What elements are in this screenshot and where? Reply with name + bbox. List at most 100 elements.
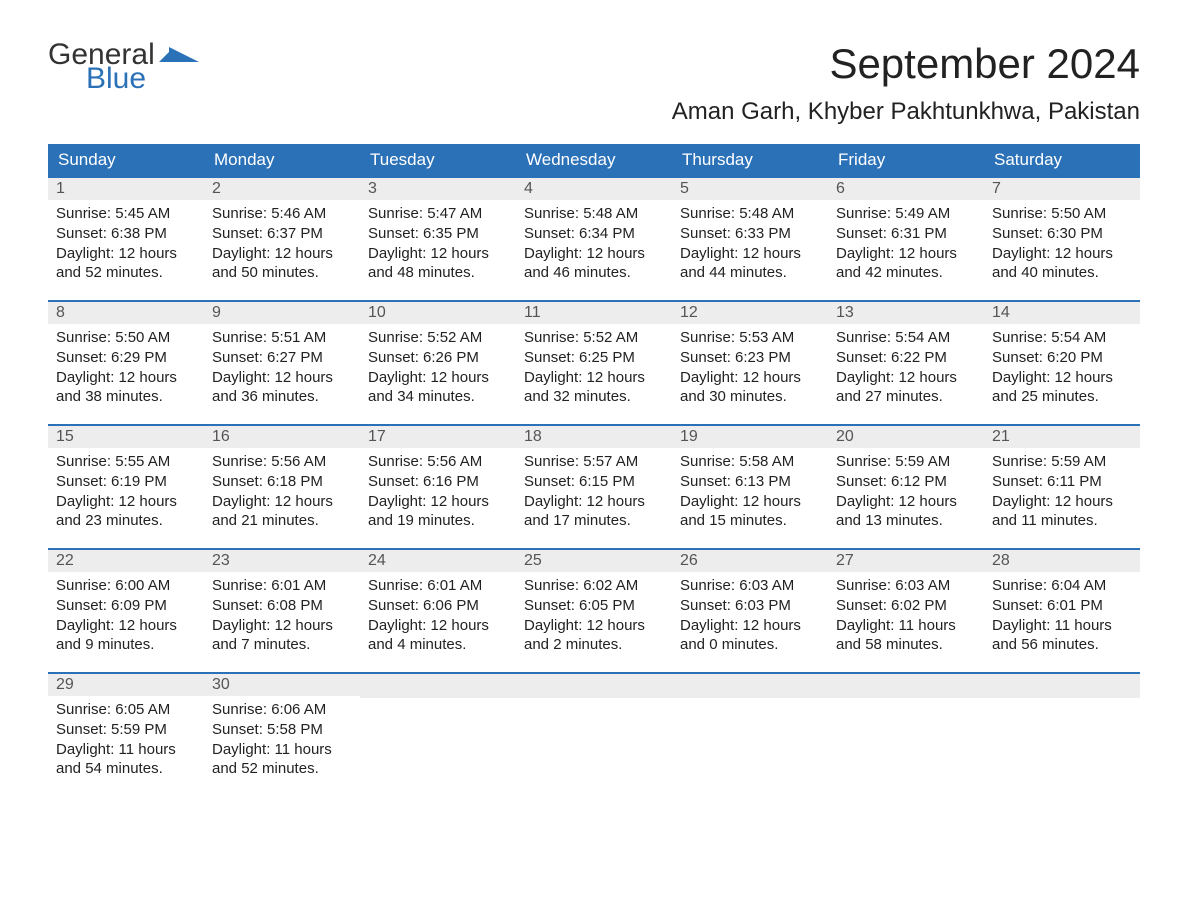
calendar-day-cell: 24Sunrise: 6:01 AMSunset: 6:06 PMDayligh… (360, 548, 516, 672)
sunset-line: Sunset: 6:08 PM (212, 596, 352, 616)
daylight-line: Daylight: 12 hours and 46 minutes. (524, 244, 664, 284)
calendar-day-cell: 7Sunrise: 5:50 AMSunset: 6:30 PMDaylight… (984, 176, 1140, 300)
calendar-day-cell: 29Sunrise: 6:05 AMSunset: 5:59 PMDayligh… (48, 672, 204, 796)
day-number: 18 (516, 424, 672, 448)
day-number: 21 (984, 424, 1140, 448)
day-number: 6 (828, 176, 984, 200)
day-number: 7 (984, 176, 1140, 200)
sunrise-line: Sunrise: 5:49 AM (836, 204, 976, 224)
location-subtitle: Aman Garh, Khyber Pakhtunkhwa, Pakistan (672, 98, 1140, 126)
sunset-line: Sunset: 5:58 PM (212, 720, 352, 740)
day-number: 24 (360, 548, 516, 572)
weekday-header: Tuesday (360, 144, 516, 176)
sunset-line: Sunset: 6:37 PM (212, 224, 352, 244)
day-details: Sunrise: 5:59 AMSunset: 6:12 PMDaylight:… (828, 448, 984, 539)
sunrise-line: Sunrise: 5:54 AM (992, 328, 1132, 348)
sunset-line: Sunset: 6:05 PM (524, 596, 664, 616)
daylight-line: Daylight: 12 hours and 42 minutes. (836, 244, 976, 284)
sunset-line: Sunset: 6:16 PM (368, 472, 508, 492)
daylight-line: Daylight: 12 hours and 2 minutes. (524, 616, 664, 656)
sunrise-line: Sunrise: 5:48 AM (680, 204, 820, 224)
daylight-line: Daylight: 12 hours and 32 minutes. (524, 368, 664, 408)
logo-text-blue: Blue (86, 64, 199, 94)
daylight-line: Daylight: 12 hours and 25 minutes. (992, 368, 1132, 408)
calendar-day-cell: 26Sunrise: 6:03 AMSunset: 6:03 PMDayligh… (672, 548, 828, 672)
day-details: Sunrise: 5:50 AMSunset: 6:29 PMDaylight:… (48, 324, 204, 415)
sunset-line: Sunset: 6:09 PM (56, 596, 196, 616)
day-number: 25 (516, 548, 672, 572)
daylight-line: Daylight: 12 hours and 40 minutes. (992, 244, 1132, 284)
day-details: Sunrise: 5:49 AMSunset: 6:31 PMDaylight:… (828, 200, 984, 291)
sunset-line: Sunset: 5:59 PM (56, 720, 196, 740)
day-number: 17 (360, 424, 516, 448)
calendar-table: SundayMondayTuesdayWednesdayThursdayFrid… (48, 144, 1140, 796)
day-number: 15 (48, 424, 204, 448)
sunrise-line: Sunrise: 5:56 AM (368, 452, 508, 472)
day-number: 14 (984, 300, 1140, 324)
sunrise-line: Sunrise: 5:58 AM (680, 452, 820, 472)
sunrise-line: Sunrise: 5:59 AM (992, 452, 1132, 472)
daylight-line: Daylight: 12 hours and 11 minutes. (992, 492, 1132, 532)
day-number: 11 (516, 300, 672, 324)
day-details: Sunrise: 5:48 AMSunset: 6:33 PMDaylight:… (672, 200, 828, 291)
sunrise-line: Sunrise: 5:46 AM (212, 204, 352, 224)
calendar-week-row: 1Sunrise: 5:45 AMSunset: 6:38 PMDaylight… (48, 176, 1140, 300)
weekday-header: Wednesday (516, 144, 672, 176)
sunset-line: Sunset: 6:27 PM (212, 348, 352, 368)
page-header: General Blue September 2024 Aman Garh, K… (48, 40, 1140, 126)
daylight-line: Daylight: 12 hours and 13 minutes. (836, 492, 976, 532)
calendar-day-cell: 20Sunrise: 5:59 AMSunset: 6:12 PMDayligh… (828, 424, 984, 548)
sunset-line: Sunset: 6:31 PM (836, 224, 976, 244)
daylight-line: Daylight: 12 hours and 23 minutes. (56, 492, 196, 532)
day-details: Sunrise: 5:58 AMSunset: 6:13 PMDaylight:… (672, 448, 828, 539)
empty-day (672, 672, 828, 698)
sunrise-line: Sunrise: 5:52 AM (368, 328, 508, 348)
daylight-line: Daylight: 12 hours and 50 minutes. (212, 244, 352, 284)
day-details: Sunrise: 6:00 AMSunset: 6:09 PMDaylight:… (48, 572, 204, 663)
day-details: Sunrise: 5:46 AMSunset: 6:37 PMDaylight:… (204, 200, 360, 291)
day-details: Sunrise: 6:01 AMSunset: 6:06 PMDaylight:… (360, 572, 516, 663)
calendar-day-cell (984, 672, 1140, 796)
daylight-line: Daylight: 12 hours and 48 minutes. (368, 244, 508, 284)
day-details: Sunrise: 6:03 AMSunset: 6:02 PMDaylight:… (828, 572, 984, 663)
sunset-line: Sunset: 6:02 PM (836, 596, 976, 616)
sunset-line: Sunset: 6:25 PM (524, 348, 664, 368)
daylight-line: Daylight: 12 hours and 7 minutes. (212, 616, 352, 656)
calendar-week-row: 29Sunrise: 6:05 AMSunset: 5:59 PMDayligh… (48, 672, 1140, 796)
day-details: Sunrise: 5:45 AMSunset: 6:38 PMDaylight:… (48, 200, 204, 291)
calendar-week-row: 8Sunrise: 5:50 AMSunset: 6:29 PMDaylight… (48, 300, 1140, 424)
day-number: 12 (672, 300, 828, 324)
sunrise-line: Sunrise: 6:06 AM (212, 700, 352, 720)
day-number: 2 (204, 176, 360, 200)
sunrise-line: Sunrise: 5:54 AM (836, 328, 976, 348)
sunrise-line: Sunrise: 6:00 AM (56, 576, 196, 596)
day-details: Sunrise: 5:56 AMSunset: 6:18 PMDaylight:… (204, 448, 360, 539)
empty-day (516, 672, 672, 698)
sunrise-line: Sunrise: 5:48 AM (524, 204, 664, 224)
calendar-day-cell: 14 Sunrise: 5:54 AMSunset: 6:20 PMDayligh… (984, 300, 1140, 424)
sunset-line: Sunset: 6:12 PM (836, 472, 976, 492)
calendar-day-cell: 10Sunrise: 5:52 AMSunset: 6:26 PMDayligh… (360, 300, 516, 424)
sunrise-line: Sunrise: 5:53 AM (680, 328, 820, 348)
calendar-day-cell: 22Sunrise: 6:00 AMSunset: 6:09 PMDayligh… (48, 548, 204, 672)
calendar-day-cell: 23Sunrise: 6:01 AMSunset: 6:08 PMDayligh… (204, 548, 360, 672)
sunset-line: Sunset: 6:20 PM (992, 348, 1132, 368)
calendar-day-cell (360, 672, 516, 796)
calendar-day-cell: 9Sunrise: 5:51 AMSunset: 6:27 PMDaylight… (204, 300, 360, 424)
sunset-line: Sunset: 6:30 PM (992, 224, 1132, 244)
calendar-day-cell: 8Sunrise: 5:50 AMSunset: 6:29 PMDaylight… (48, 300, 204, 424)
calendar-day-cell: 16Sunrise: 5:56 AMSunset: 6:18 PMDayligh… (204, 424, 360, 548)
day-number: 8 (48, 300, 204, 324)
day-number: 3 (360, 176, 516, 200)
sunrise-line: Sunrise: 5:59 AM (836, 452, 976, 472)
sunset-line: Sunset: 6:15 PM (524, 472, 664, 492)
day-number: 22 (48, 548, 204, 572)
day-details: Sunrise: 5:53 AMSunset: 6:23 PMDaylight:… (672, 324, 828, 415)
day-details: Sunrise: 5:55 AMSunset: 6:19 PMDaylight:… (48, 448, 204, 539)
calendar-day-cell: 21Sunrise: 5:59 AMSunset: 6:11 PMDayligh… (984, 424, 1140, 548)
sunrise-line: Sunrise: 6:04 AM (992, 576, 1132, 596)
day-number: 16 (204, 424, 360, 448)
weekday-header: Monday (204, 144, 360, 176)
daylight-line: Daylight: 12 hours and 15 minutes. (680, 492, 820, 532)
sunset-line: Sunset: 6:29 PM (56, 348, 196, 368)
